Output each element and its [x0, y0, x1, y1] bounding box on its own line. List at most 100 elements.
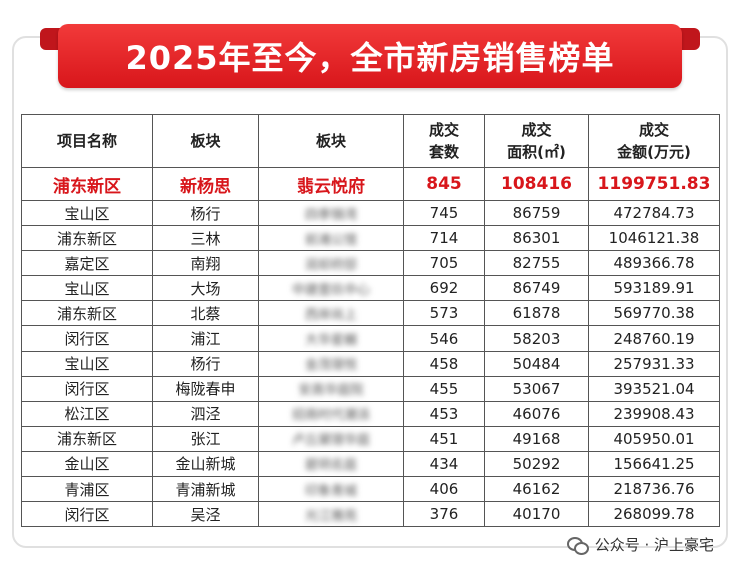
blurred-project-name: 安高华庭院	[298, 383, 364, 399]
cell-sector: 大场	[152, 275, 259, 302]
cell-amount: 248760.19	[588, 325, 720, 352]
header-units: 成交 套数	[403, 114, 485, 168]
blurred-project-name: 招商时代潮派	[291, 408, 370, 424]
cell-district: 宝山区	[21, 199, 153, 227]
header-project: 项目名称	[21, 114, 153, 168]
cell-area: 46076	[484, 400, 589, 427]
page-title: 2025年至今，全市新房销售榜单	[125, 39, 615, 77]
table-row: 闵行区 梅陇春申 安高华庭院 455 53067 393521.04	[21, 375, 720, 402]
cell-area: 58203	[484, 325, 589, 352]
cell-district: 浦东新区	[21, 225, 153, 252]
blurred-project-name: 光江雅苑	[304, 508, 357, 524]
cell-units: 692	[403, 275, 485, 302]
table-row: 宝山区 杨行 金茂璟悦 458 50484 257931.33	[21, 350, 720, 377]
cell-sector: 青浦新城	[152, 476, 259, 503]
cell-amount: 1199751.83	[588, 167, 720, 201]
cell-amount: 489366.78	[588, 250, 720, 277]
blurred-project-name: 西岸尚上	[304, 307, 357, 323]
cell-district: 宝山区	[21, 275, 153, 302]
watermark: 公众号 · 沪上豪宅	[566, 534, 714, 555]
table-row: 青浦区 青浦新城 印象青城 406 46162 218736.76	[21, 476, 720, 503]
cell-district: 青浦区	[21, 476, 153, 503]
cell-amount: 239908.43	[588, 400, 720, 427]
table-row: 嘉定区 南翔 润却府邸 705 82755 489366.78	[21, 250, 720, 277]
cell-amount: 1046121.38	[588, 225, 720, 252]
cell-units: 573	[403, 300, 485, 327]
cell-units: 845	[403, 167, 485, 201]
wechat-icon	[566, 536, 589, 555]
blurred-project-name: 印象青城	[304, 483, 357, 499]
cell-amount: 218736.76	[588, 476, 720, 503]
cell-project: 润却府邸	[258, 250, 404, 277]
header-sector-2: 板块	[258, 114, 404, 168]
cell-amount: 257931.33	[588, 350, 720, 377]
table-row: 宝山区 大场 中建壹玖中心 692 86749 593189.91	[21, 275, 720, 302]
cell-area: 82755	[484, 250, 589, 277]
cell-sector: 新杨思	[152, 167, 259, 201]
cell-area: 86759	[484, 199, 589, 227]
watermark-text: 公众号 · 沪上豪宅	[594, 536, 714, 554]
header-sector: 板块	[152, 114, 259, 168]
cell-units: 376	[403, 501, 485, 528]
cell-sector: 三林	[152, 225, 259, 252]
cell-amount: 268099.78	[588, 501, 720, 528]
cell-sector: 泗泾	[152, 400, 259, 427]
cell-area: 53067	[484, 375, 589, 402]
cell-project: 招商时代潮派	[258, 400, 404, 427]
cell-project: 翡云悦府	[258, 167, 404, 201]
cell-units: 453	[403, 400, 485, 427]
cell-area: 46162	[484, 476, 589, 503]
cell-project: 碧玥名庭	[258, 450, 404, 478]
cell-district: 金山区	[21, 450, 153, 478]
cell-area: 49168	[484, 425, 589, 452]
cell-units: 745	[403, 199, 485, 227]
cell-sector: 浦江	[152, 325, 259, 352]
cell-sector: 梅陇春申	[152, 375, 259, 402]
cell-amount: 569770.38	[588, 300, 720, 327]
cell-district: 闵行区	[21, 375, 153, 402]
cell-district: 闵行区	[21, 325, 153, 352]
cell-project: 金茂璟悦	[258, 350, 404, 377]
cell-area: 50292	[484, 450, 589, 478]
cell-area: 61878	[484, 300, 589, 327]
blurred-project-name: 中建壹玖中心	[291, 282, 370, 298]
cell-district: 松江区	[21, 400, 153, 427]
cell-sector: 吴泾	[152, 501, 259, 528]
table-row: 闵行区 浦江 大华星樾 546 58203 248760.19	[21, 325, 720, 352]
cell-area: 40170	[484, 501, 589, 528]
cell-amount: 393521.04	[588, 375, 720, 402]
cell-area: 50484	[484, 350, 589, 377]
highlight-row: 浦东新区 新杨思 翡云悦府 845 108416 1199751.83	[21, 167, 720, 201]
cell-units: 406	[403, 476, 485, 503]
header-amount: 成交 金额(万元)	[588, 114, 720, 168]
cell-project: 前滩公馆	[258, 225, 404, 252]
blurred-project-name: 润却府邸	[304, 257, 357, 273]
table-row: 金山区 金山新城 碧玥名庭 434 50292 156641.25	[21, 450, 720, 478]
cell-amount: 156641.25	[588, 450, 720, 478]
cell-units: 714	[403, 225, 485, 252]
cell-district: 浦东新区	[21, 425, 153, 452]
cell-project: 卢丘黛璟华庭	[258, 425, 404, 452]
cell-units: 546	[403, 325, 485, 352]
cell-project: 印象青城	[258, 476, 404, 503]
table-row: 浦东新区 张江 卢丘黛璟华庭 451 49168 405950.01	[21, 425, 720, 452]
cell-area: 86749	[484, 275, 589, 302]
cell-project: 安高华庭院	[258, 375, 404, 402]
cell-area: 108416	[484, 167, 589, 201]
cell-project: 大华星樾	[258, 325, 404, 352]
cell-units: 705	[403, 250, 485, 277]
table-row: 浦东新区 北蔡 西岸尚上 573 61878 569770.38	[21, 300, 720, 327]
cell-sector: 金山新城	[152, 450, 259, 478]
cell-units: 455	[403, 375, 485, 402]
cell-project: 中建壹玖中心	[258, 275, 404, 302]
blurred-project-name: 卢丘黛璟华庭	[291, 433, 370, 449]
blurred-project-name: 碧玥名庭	[304, 458, 357, 474]
cell-district: 嘉定区	[21, 250, 153, 277]
sales-ranking-table: 项目名称 板块 板块 成交 套数 成交 面积(㎡) 成交 金额(万元) 浦东新区…	[21, 114, 720, 528]
cell-units: 434	[403, 450, 485, 478]
cell-project: 西岸尚上	[258, 300, 404, 327]
cell-district: 闵行区	[21, 501, 153, 528]
header-area: 成交 面积(㎡)	[484, 114, 589, 168]
cell-area: 86301	[484, 225, 589, 252]
cell-amount: 593189.91	[588, 275, 720, 302]
